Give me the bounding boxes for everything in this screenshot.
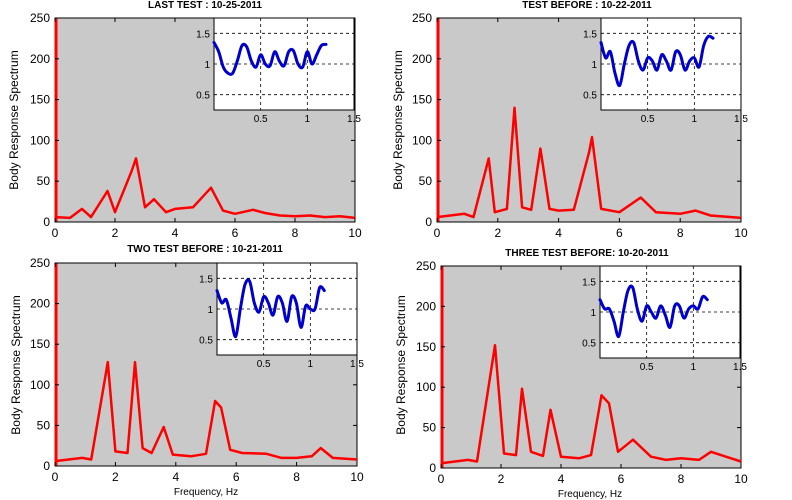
y-tick-label: 150 xyxy=(412,93,432,107)
x-tick-label: 4 xyxy=(558,472,565,486)
x-tick-label: 6 xyxy=(618,472,625,486)
inset-line xyxy=(598,284,709,339)
inset-line xyxy=(212,41,328,76)
y-tick-label: 200 xyxy=(412,52,432,66)
x-tick-label: 10 xyxy=(348,226,362,240)
inset-x-tick-label: 1.5 xyxy=(733,362,747,373)
y-axis-label: Body Response Spectrum xyxy=(7,50,21,189)
x-tick-label: 2 xyxy=(112,226,119,240)
x-tick-label: 6 xyxy=(233,470,240,484)
y-tick-label: 200 xyxy=(416,299,436,313)
y-axis-label: Body Response Spectrum xyxy=(394,295,408,434)
subplot-title: THREE TEST BEFORE: 10-20-2011 xyxy=(505,248,669,259)
spectrum-line xyxy=(54,157,356,220)
y-tick-label: 0 xyxy=(43,215,50,229)
inset-x-tick-label: 0.5 xyxy=(257,359,271,370)
spectrum-line xyxy=(54,360,358,463)
y-axis-label: Body Response Spectrum xyxy=(9,295,23,434)
inset-x-tick-label: 1 xyxy=(692,114,698,125)
x-tick-label: 8 xyxy=(677,226,684,240)
inset-x-tick-label: 1 xyxy=(305,114,311,125)
inset-y-tick-label: 0.5 xyxy=(199,336,213,347)
inset-plot: 0.5 1 1.5 0.5 1 1.5 xyxy=(199,262,364,370)
y-tick-label: 50 xyxy=(37,418,51,432)
inset-plot: 0.5 1 1.5 0.5 1 1.5 xyxy=(196,17,361,125)
x-tick-label: 4 xyxy=(172,226,179,240)
inset-x-tick-label: 1.5 xyxy=(347,114,361,125)
y-tick-label: 50 xyxy=(423,421,437,435)
inset-y-tick-label: 1 xyxy=(207,305,213,316)
inset-y-tick-label: 1.5 xyxy=(196,29,210,40)
y-tick-label: 100 xyxy=(416,380,436,394)
x-tick-label: 0 xyxy=(52,470,59,484)
y-tick-label: 150 xyxy=(30,93,50,107)
inset-y-tick-label: 1 xyxy=(590,308,596,319)
x-tick-label: 8 xyxy=(678,472,685,486)
inset-x-tick-label: 1.5 xyxy=(734,114,748,125)
inset-y-tick-label: 1.5 xyxy=(583,29,597,40)
x-tick-label: 10 xyxy=(350,470,364,484)
x-tick-label: 4 xyxy=(555,226,562,240)
x-tick-label: 0 xyxy=(52,226,59,240)
y-tick-label: 50 xyxy=(419,174,433,188)
inset-x-tick-label: 0.5 xyxy=(640,362,654,373)
subplot-1: 0 50 100 150 200 250 0 2 4 6 8 10 LAST TEST : 10-25-… xyxy=(7,0,362,240)
y-tick-label: 250 xyxy=(412,11,432,25)
inset-x-tick-label: 0.5 xyxy=(254,114,268,125)
y-tick-label: 150 xyxy=(416,340,436,354)
x-tick-label: 6 xyxy=(232,226,239,240)
subplot-title: LAST TEST : 10-25-2011 xyxy=(148,0,262,11)
inset-x-tick-label: 0.5 xyxy=(641,114,655,125)
inset-x-tick-label: 1.5 xyxy=(350,359,364,370)
inset-x-tick-label: 1 xyxy=(691,362,697,373)
x-tick-label: 10 xyxy=(734,226,748,240)
x-tick-label: 2 xyxy=(498,472,505,486)
inset-y-tick-label: 0.5 xyxy=(582,339,596,350)
inset-y-tick-label: 1 xyxy=(204,60,210,71)
subplot-3: 0 50 100 150 200 250 0 2 4 6 8 10 TWO TEST BEFORE : … xyxy=(9,244,364,498)
y-tick-label: 200 xyxy=(30,52,50,66)
x-tick-label: 0 xyxy=(434,226,441,240)
y-axis-label: Body Response Spectrum xyxy=(391,50,405,189)
y-tick-label: 0 xyxy=(425,215,432,229)
subplot-title: TEST BEFORE : 10-22-2011 xyxy=(522,0,652,11)
y-tick-label: 100 xyxy=(30,133,50,147)
y-tick-label: 0 xyxy=(43,459,50,473)
inset-y-tick-label: 0.5 xyxy=(196,91,210,102)
spectrum-line xyxy=(436,106,742,220)
x-axis-label: Frequency, Hz xyxy=(558,489,622,500)
x-tick-label: 2 xyxy=(494,226,501,240)
y-tick-label: 250 xyxy=(30,256,50,270)
x-tick-label: 6 xyxy=(616,226,623,240)
inset-y-tick-label: 1.5 xyxy=(582,277,596,288)
inset-plot: 0.5 1 1.5 0.5 1 1.5 xyxy=(582,265,747,373)
spectrum-line xyxy=(440,343,742,465)
inset-y-tick-label: 1.5 xyxy=(199,274,213,285)
y-tick-label: 250 xyxy=(30,11,50,25)
subplot-4: 0 50 100 150 200 250 0 2 4 6 8 10 THREE TEST BEFORE:… xyxy=(394,248,748,500)
inset-x-tick-label: 1 xyxy=(308,359,314,370)
y-tick-label: 100 xyxy=(30,378,50,392)
x-tick-label: 2 xyxy=(112,470,119,484)
x-tick-label: 4 xyxy=(172,470,179,484)
subplot-2: 0 50 100 150 200 250 0 2 4 6 8 10 TEST BEFORE : 10-2… xyxy=(391,0,748,240)
x-tick-label: 10 xyxy=(734,472,748,486)
x-axis-label: Frequency, Hz xyxy=(174,487,238,498)
y-tick-label: 100 xyxy=(412,133,432,147)
x-tick-label: 8 xyxy=(292,226,299,240)
y-tick-label: 250 xyxy=(416,259,436,273)
y-tick-label: 0 xyxy=(429,461,436,475)
inset-y-tick-label: 1 xyxy=(591,60,597,71)
subplot-title: TWO TEST BEFORE : 10-21-2011 xyxy=(127,244,283,255)
x-tick-label: 0 xyxy=(438,472,445,486)
x-tick-label: 8 xyxy=(293,470,300,484)
y-tick-label: 150 xyxy=(30,337,50,351)
inset-line xyxy=(599,34,715,88)
y-tick-label: 200 xyxy=(30,297,50,311)
y-tick-label: 50 xyxy=(37,174,51,188)
inset-y-tick-label: 0.5 xyxy=(583,91,597,102)
inset-plot: 0.5 1 1.5 0.5 1 1.5 xyxy=(583,17,748,125)
inset-line xyxy=(215,278,326,339)
